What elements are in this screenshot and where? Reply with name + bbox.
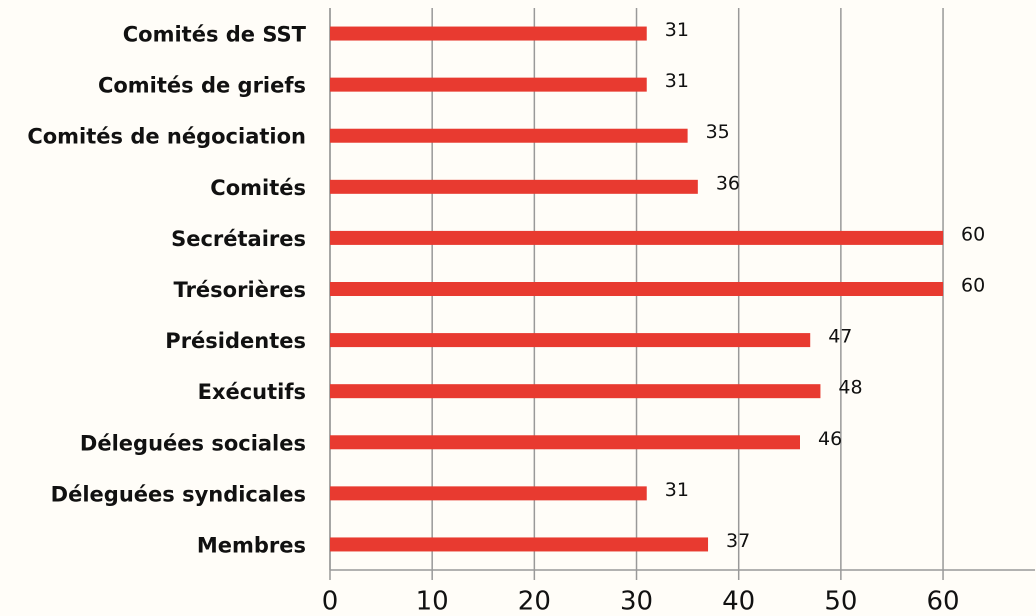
y-tick-label: Comités de SST (123, 23, 307, 47)
x-tick-label: 40 (722, 587, 755, 616)
y-tick-label: Comités de négociation (27, 125, 306, 149)
x-tick-label: 10 (416, 587, 449, 616)
y-tick-label: Secrétaires (171, 227, 306, 251)
y-tick-label: Comités (210, 176, 306, 200)
bar (330, 333, 811, 348)
y-tick-label: Déleguées sociales (80, 431, 306, 455)
bar (330, 537, 709, 552)
value-label: 36 (716, 172, 740, 194)
value-label: 60 (961, 223, 985, 245)
bar (330, 384, 821, 399)
value-label: 48 (838, 377, 862, 399)
value-label: 31 (665, 70, 689, 92)
y-tick-label: Membres (197, 533, 306, 557)
x-tick-label: 30 (620, 587, 653, 616)
y-tick-label: Trésorières (174, 278, 306, 302)
bar (330, 179, 698, 194)
value-label: 31 (665, 479, 689, 501)
y-tick-label: Déleguées syndicales (51, 482, 306, 506)
y-tick-label: Comités de griefs (98, 74, 306, 98)
bar (330, 230, 944, 245)
x-tick-label: 50 (824, 587, 857, 616)
value-label: 35 (706, 121, 730, 143)
bar (330, 77, 647, 92)
value-label: 31 (665, 19, 689, 41)
value-label: 60 (961, 275, 985, 297)
y-tick-label: Exécutifs (198, 380, 306, 404)
bar (330, 435, 800, 450)
bar (330, 26, 647, 41)
bar (330, 128, 688, 143)
bar (330, 282, 944, 296)
bar (330, 486, 647, 501)
x-tick-label: 20 (518, 587, 551, 616)
value-label: 37 (726, 530, 750, 552)
x-tick-label: 0 (322, 587, 339, 616)
value-label: 46 (818, 428, 842, 450)
value-label: 47 (828, 326, 852, 348)
x-tick-label: 60 (926, 587, 959, 616)
y-tick-label: Présidentes (165, 329, 306, 353)
